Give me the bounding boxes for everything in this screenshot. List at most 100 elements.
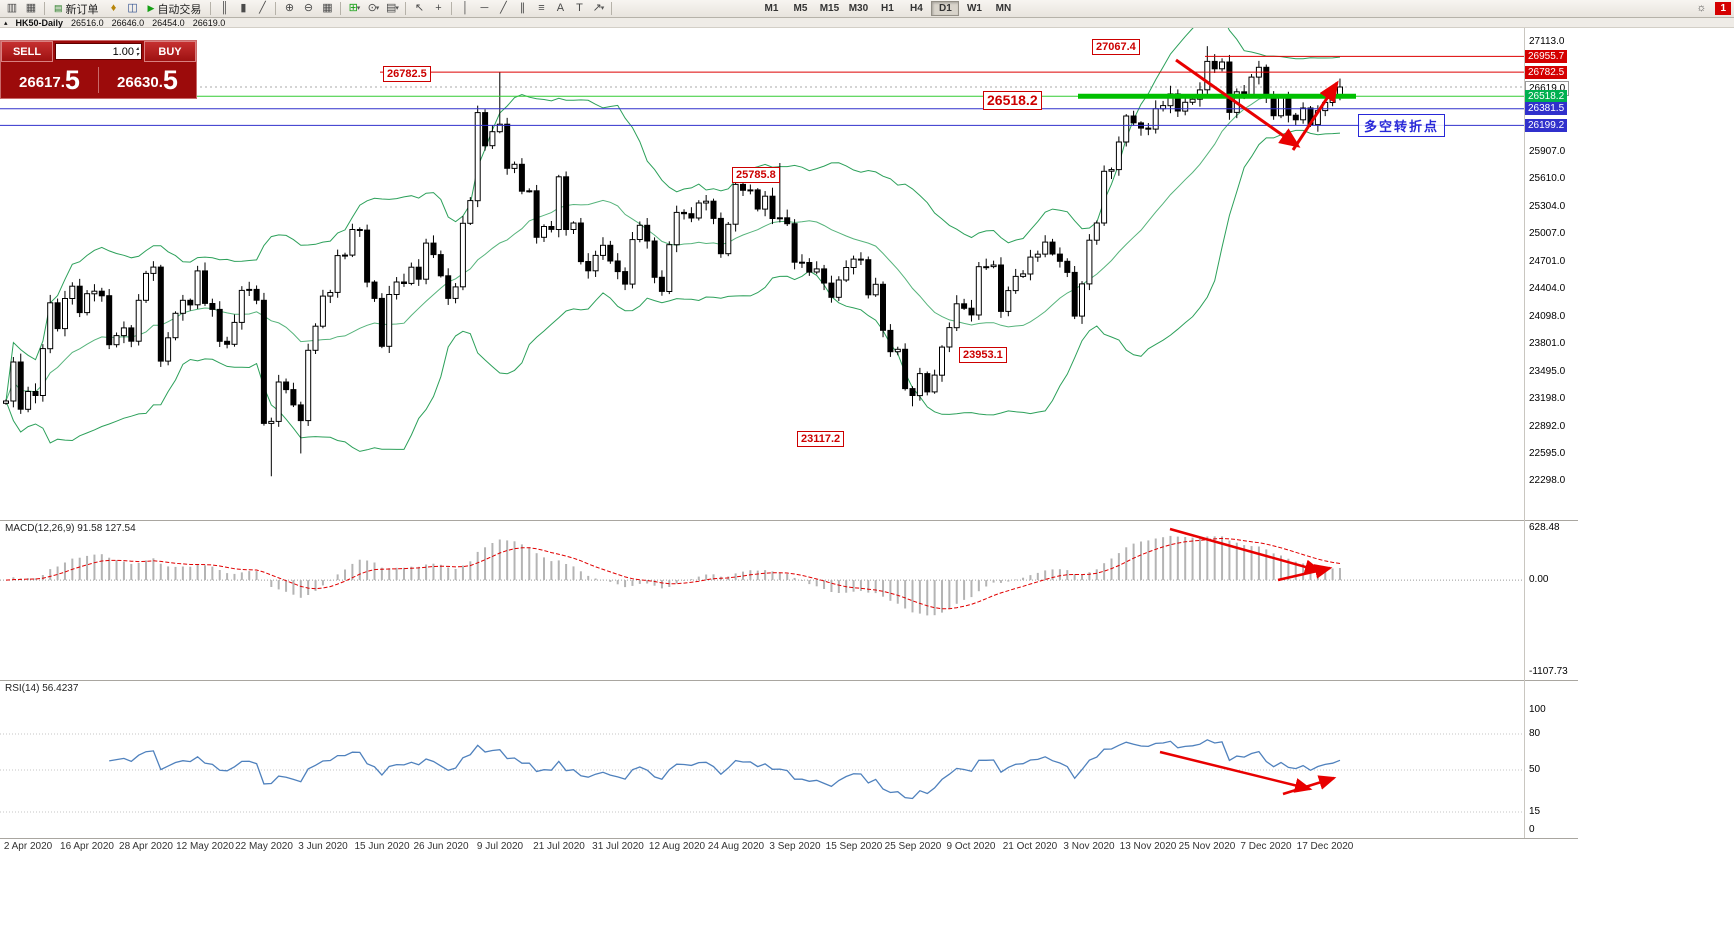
date-tick: 3 Jun 2020 (298, 841, 348, 852)
level-price-badge: 26199.2 (1525, 119, 1568, 132)
toolbar-separator (611, 2, 613, 15)
timeframe-d1-button[interactable]: D1 (931, 1, 960, 16)
tile-windows-icon[interactable]: ▦ (322, 2, 333, 14)
dropdown-caret-icon: ▾ (600, 5, 605, 12)
sell-button[interactable]: SELL (1, 41, 53, 62)
date-tick: 13 Nov 2020 (1119, 841, 1177, 852)
market-watch-icon[interactable]: ♦ (110, 2, 117, 14)
volume-down-icon[interactable]: ▾ (135, 51, 139, 58)
price-level-label[interactable]: 25785.8 (732, 167, 780, 183)
indicators-icon[interactable]: ⊞ ▾ (348, 2, 361, 14)
timeframe-m30-button[interactable]: M30 (848, 3, 869, 14)
timeframe-w1-button[interactable]: W1 (966, 3, 982, 14)
date-tick: 3 Sep 2020 (769, 841, 821, 852)
chart-window-icon[interactable]: ▥ (6, 2, 18, 14)
dropdown-caret-icon: ▾ (356, 5, 361, 12)
zoom-out-icon[interactable]: ⊖ (303, 2, 314, 14)
channel-icon[interactable]: ∥ (519, 2, 526, 14)
volume-input[interactable]: 1.00 ▴ ▾ (55, 43, 142, 60)
price-tick: 27113.0 (1529, 36, 1565, 47)
level-price-badge: 26381.5 (1525, 102, 1568, 115)
dropdown-caret-icon: ▾ (375, 5, 380, 12)
profiles-icon[interactable]: ▦ (25, 2, 37, 14)
one-click-trading-panel: SELL 1.00 ▴ ▾ BUY 26617.5 26630.5 (0, 40, 197, 99)
macd-axis-tick: 628.48 (1529, 522, 1560, 533)
vertical-line-icon[interactable]: │ (462, 2, 469, 14)
chart-window-icon: ▴ (4, 19, 8, 27)
price-level-label[interactable]: 26518.2 (983, 91, 1042, 110)
zoom-in-icon[interactable]: ⊕ (284, 2, 295, 14)
price-tick: 25907.0 (1529, 146, 1566, 157)
price-tick: 23801.0 (1529, 338, 1566, 349)
macd-name: MACD(12,26,9) (5, 523, 75, 534)
rsi-axis-tick: 0 (1529, 824, 1535, 835)
price-level-label[interactable]: 26782.5 (383, 66, 431, 82)
periods-icon[interactable]: ⊙ ▾ (367, 2, 380, 14)
level-price-badge: 26782.5 (1525, 66, 1568, 79)
level-price-badge: 26518.2 (1525, 90, 1568, 103)
templates-icon[interactable]: ▤ ▾ (385, 2, 399, 14)
rsi-axis-tick: 100 (1529, 704, 1546, 715)
line-chart-icon[interactable]: ╱ (259, 2, 266, 14)
price-tick: 23495.0 (1529, 366, 1566, 377)
volume-up-icon[interactable]: ▴ (135, 45, 139, 52)
cursor-icon[interactable]: ↖ (414, 2, 425, 14)
turning-point-note[interactable]: 多空转折点 (1358, 114, 1446, 137)
rsi-value: 56.4237 (42, 683, 79, 694)
date-tick: 9 Oct 2020 (946, 841, 996, 852)
date-tick: 15 Jun 2020 (354, 841, 410, 852)
timeframe-h1-button[interactable]: H1 (881, 3, 894, 14)
chart-area[interactable]: MACD(12,26,9) 91.58 127.54 RSI(14) 56.42… (0, 28, 1734, 940)
bar-chart-icon[interactable]: ║ (220, 2, 229, 14)
date-tick: 3 Nov 2020 (1063, 841, 1115, 852)
rsi-name: RSI(14) (5, 683, 40, 694)
price-tick: 22892.0 (1529, 421, 1566, 432)
text-label-icon[interactable]: T (576, 2, 583, 14)
price-level-label[interactable]: 23117.2 (797, 431, 845, 447)
new-order-button[interactable]: ▤ 新订单 (49, 1, 104, 16)
arrows-tool-icon[interactable]: ↗ ▾ (592, 2, 605, 14)
price-level-label[interactable]: 27067.4 (1092, 39, 1140, 55)
top-toolbar: ▥ ▦ ▤ 新订单 ♦ ◫ ▶ 自动交易 ║ ▮ ╱ ⊕ ⊖ ▦ ⊞ ▾ ⊙ ▾ ▤ ▾ ↖ + │ ─ ╱ ∥ ≡ A T ↗ ▾ M1 M5… (0, 0, 1734, 18)
fibonacci-icon[interactable]: ≡ (538, 2, 545, 14)
macd-values: 91.58 127.54 (77, 523, 136, 534)
price-tick: 24701.0 (1529, 256, 1566, 267)
price-level-label[interactable]: 23953.1 (959, 347, 1007, 363)
buy-price[interactable]: 26630.5 (117, 64, 178, 95)
notification-badge[interactable]: 1 (1715, 2, 1731, 15)
price-axis-divider (1524, 28, 1525, 838)
toolbar-separator (405, 2, 407, 15)
main-price-chart[interactable] (0, 28, 1524, 520)
timeframe-m1-button[interactable]: M1 (764, 3, 779, 14)
candlestick-chart-icon[interactable]: ▮ (240, 2, 247, 14)
autotrading-button[interactable]: ▶ 自动交易 (143, 1, 207, 16)
rsi-indicator-label: RSI(14) 56.4237 (5, 683, 78, 694)
panel-divider[interactable] (0, 680, 1578, 681)
price-tick: 25304.0 (1529, 201, 1566, 212)
timeframe-h4-button[interactable]: H4 (910, 3, 923, 14)
crosshair-icon[interactable]: + (435, 2, 442, 14)
ohlc-open: 26516.0 (71, 17, 104, 28)
price-tick: 22595.0 (1529, 448, 1566, 459)
timeframe-m15-button[interactable]: M15 (819, 3, 840, 14)
horizontal-line-icon[interactable]: ─ (480, 2, 489, 14)
timeframe-m5-button[interactable]: M5 (793, 3, 808, 14)
date-tick: 7 Dec 2020 (1240, 841, 1292, 852)
date-tick: 9 Jul 2020 (476, 841, 524, 852)
panel-divider[interactable] (0, 520, 1578, 521)
rsi-panel[interactable] (0, 680, 1524, 838)
data-window-icon[interactable]: ◫ (127, 2, 138, 14)
trendline-icon[interactable]: ╱ (500, 2, 507, 14)
text-icon[interactable]: A (556, 2, 565, 14)
toolbar-separator (340, 2, 342, 15)
timeframe-mn-button[interactable]: MN (995, 3, 1012, 14)
date-tick: 2 Apr 2020 (3, 841, 53, 852)
macd-panel[interactable] (0, 520, 1524, 680)
price-tick: 24404.0 (1529, 283, 1566, 294)
sell-price[interactable]: 26617.5 (19, 64, 80, 95)
brightness-icon[interactable]: ☼ (1696, 2, 1707, 14)
toolbar-separator (451, 2, 453, 15)
macd-axis-tick: 0.00 (1529, 574, 1549, 585)
buy-button[interactable]: BUY (144, 41, 196, 62)
date-tick: 31 Jul 2020 (592, 841, 644, 852)
